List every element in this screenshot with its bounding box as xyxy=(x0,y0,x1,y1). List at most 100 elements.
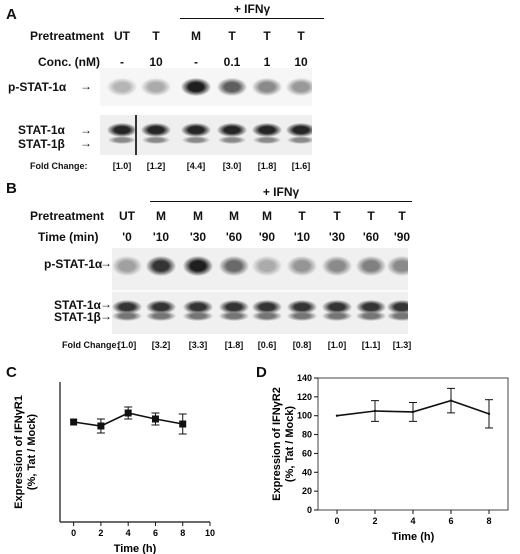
stat1a-arrow-b: → xyxy=(100,297,112,311)
stat1b-band-a-2 xyxy=(182,136,210,144)
pstat-band-b-8 xyxy=(387,256,408,276)
stat1a-band-a-2 xyxy=(181,123,211,137)
time-b-6: '30 xyxy=(328,230,346,244)
x-tick-label-2: 4 xyxy=(126,528,131,538)
pstat-band-a-4 xyxy=(252,78,282,96)
time-b-8: '90 xyxy=(393,230,411,244)
conc-a-4: 1 xyxy=(263,55,271,69)
conc-a-1: 10 xyxy=(149,55,163,69)
pretreatment-b-2: M xyxy=(193,209,203,223)
stat1a-band-a-3 xyxy=(217,123,247,137)
ifn-label-b: + IFNγ xyxy=(262,185,300,199)
stat1a-label-a: STAT-1α xyxy=(18,123,65,137)
conc-a-5: 10 xyxy=(294,55,308,69)
stat1b-band-a-4 xyxy=(253,136,281,144)
stat1a-band-b-6 xyxy=(322,300,352,314)
pstat-band-a-1 xyxy=(141,78,171,96)
stat1b-band-a-0 xyxy=(108,136,136,144)
stat1a-band-b-4 xyxy=(252,300,282,314)
pretreatment-b-6: T xyxy=(333,209,341,223)
y-tick-label-4: 80 xyxy=(302,430,312,440)
pretreatment-b-1: M xyxy=(156,209,166,223)
pretreatment-label-b: Pretreatment xyxy=(30,209,105,223)
stat1b-band-b-3 xyxy=(219,311,249,321)
fold-b-7: [1.1] xyxy=(361,340,381,350)
stat1b-label-b: STAT-1β xyxy=(54,310,101,324)
fold-a-3: [3.0] xyxy=(222,161,242,171)
y-tick-label-5: 100 xyxy=(297,411,312,421)
data-point-3 xyxy=(151,415,159,423)
pretreatment-a-5: T xyxy=(297,29,305,43)
fold-a-0: [1.0] xyxy=(112,161,132,171)
time-b-7: '60 xyxy=(362,230,380,244)
stat1b-band-a-5 xyxy=(287,136,312,144)
pretreatment-a-0: UT xyxy=(114,29,130,43)
data-point-2 xyxy=(411,410,415,414)
y-tick-label-0: 0 xyxy=(307,505,312,515)
panel-d-letter: D xyxy=(256,364,267,381)
stat1b-label-a: STAT-1β xyxy=(18,137,65,151)
stat1b-band-b-7 xyxy=(356,311,386,321)
time-label-b: Time (min) xyxy=(38,230,99,244)
data-point-1 xyxy=(97,422,105,430)
stat1b-band-a-1 xyxy=(142,136,170,144)
pstat-band-a-5 xyxy=(286,78,312,96)
y-tick-label-1: 20 xyxy=(302,486,312,496)
panel-b-letter: B xyxy=(6,180,17,197)
fold-b-1: [3.2] xyxy=(151,340,171,350)
pstat-label-a: p-STAT-1α xyxy=(8,80,67,94)
x-axis-label: Time (h) xyxy=(114,543,157,554)
pstat-band-b-1 xyxy=(146,256,176,276)
conc-a-2: - xyxy=(194,55,198,69)
fold-b-6: [1.0] xyxy=(327,340,347,350)
stat1b-arrow-b: → xyxy=(100,309,112,323)
fold-b-2: [3.3] xyxy=(188,340,208,350)
time-b-4: '90 xyxy=(258,230,276,244)
fold-b-8: [1.3] xyxy=(392,340,412,350)
pretreatment-b-7: T xyxy=(367,209,375,223)
panel-c-letter: C xyxy=(6,364,17,381)
blot-pstat-a xyxy=(100,68,312,106)
x-tick-label-3: 6 xyxy=(448,516,453,526)
pstat-band-b-7 xyxy=(356,256,386,276)
x-tick-label-1: 2 xyxy=(372,516,377,526)
fold-b-3: [1.8] xyxy=(224,340,244,350)
blot-divider-b xyxy=(112,290,408,292)
x-axis-label: Time (h) xyxy=(392,531,435,543)
y-tick-label-2: 40 xyxy=(302,467,312,477)
stat1a-band-b-1 xyxy=(146,300,176,314)
y-axis-label-line2: (%, Tat / Mock) xyxy=(284,406,296,483)
stat1b-band-b-2 xyxy=(183,311,213,321)
time-b-1: '10 xyxy=(152,230,170,244)
pstat-arrow-a: → xyxy=(80,79,92,93)
fold-a-5: [1.6] xyxy=(291,161,311,171)
data-point-2 xyxy=(124,409,132,417)
stat1a-band-a-1 xyxy=(141,123,171,137)
y-tick-label-7: 140 xyxy=(297,373,312,383)
pretreatment-b-3: M xyxy=(229,209,239,223)
conc-a-3: 0.1 xyxy=(223,55,241,69)
pstat-band-b-5 xyxy=(287,256,317,276)
stat1a-band-a-5 xyxy=(286,123,312,137)
stat1b-band-b-4 xyxy=(252,311,282,321)
y-tick-label-6: 120 xyxy=(297,392,312,402)
data-point-0 xyxy=(335,414,339,417)
time-b-0: '0 xyxy=(122,230,132,244)
x-tick-label-1: 2 xyxy=(98,528,103,538)
plot-frame xyxy=(317,377,509,511)
pstat-band-b-2 xyxy=(183,256,213,276)
y-axis-label-line2: (%, Tat / Mock) xyxy=(26,414,38,491)
y-axis-label-line1: Expression of IFNγR1 xyxy=(13,395,25,509)
stat1a-label-b: STAT-1α xyxy=(54,298,101,312)
stat1a-band-b-7 xyxy=(356,300,386,314)
lane-divider-a xyxy=(135,115,137,155)
stat1a-band-b-3 xyxy=(219,300,249,314)
stat1b-band-a-3 xyxy=(218,136,246,144)
fold-b-4: [0.6] xyxy=(257,340,277,350)
pretreatment-b-4: M xyxy=(262,209,272,223)
pstat-band-b-0 xyxy=(112,256,142,276)
fold-label-b: Fold Change: xyxy=(62,340,120,350)
pretreatment-b-0: UT xyxy=(119,209,135,223)
fold-label-a: Fold Change: xyxy=(30,161,88,171)
